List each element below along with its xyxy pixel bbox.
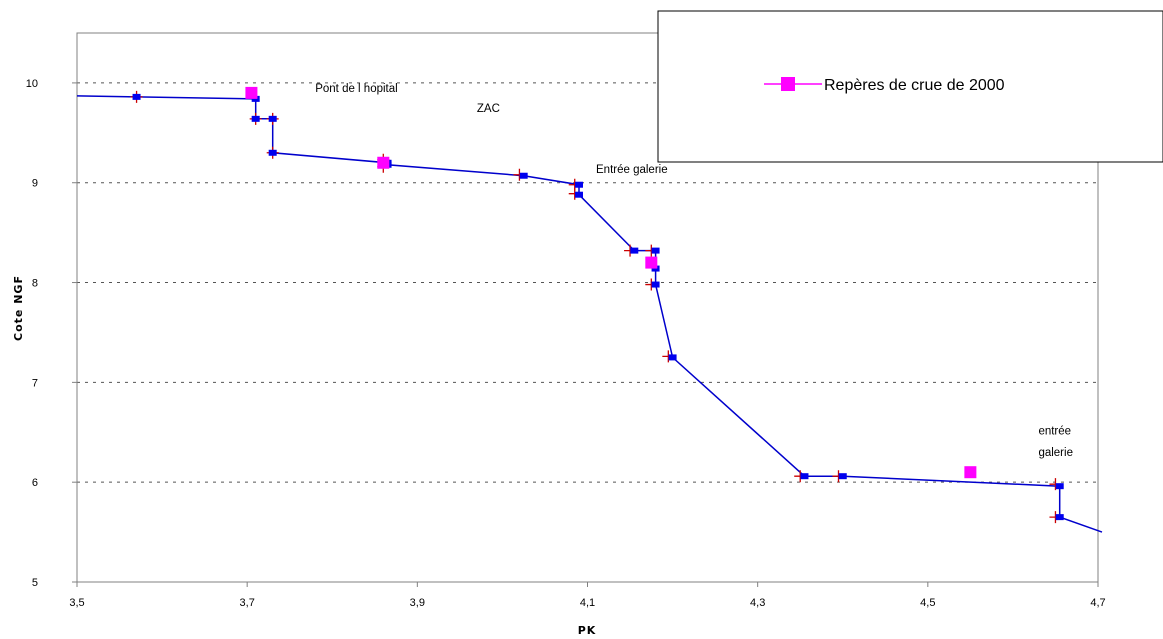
annotation-label: Entrée galerie bbox=[596, 164, 668, 176]
y-tick-label: 10 bbox=[26, 78, 38, 90]
y-tick-label: 9 bbox=[32, 178, 38, 190]
annotations: Pont de l hopital ZAC Entrée galerie entrée… bbox=[315, 83, 1073, 459]
profile-point-marker bbox=[251, 115, 260, 122]
y-tick-label: 8 bbox=[32, 278, 38, 290]
plot-area-frame bbox=[76, 32, 1099, 583]
annotation-label: entrée bbox=[1038, 425, 1071, 437]
profile-point-marker bbox=[668, 354, 677, 361]
profile-point-marker bbox=[651, 247, 660, 254]
profile-point-marker bbox=[838, 473, 847, 480]
repere-crue-marker bbox=[964, 466, 977, 479]
profile-point-marker bbox=[800, 473, 809, 480]
profile-series bbox=[76, 90, 1103, 533]
repere-crue-marker bbox=[377, 156, 390, 169]
legend-label-reperes: Repères de crue de 2000 bbox=[824, 77, 1005, 94]
profile-point-marker bbox=[1055, 483, 1064, 490]
x-tick-label: 4,5 bbox=[920, 597, 935, 609]
profile-point-marker bbox=[574, 191, 583, 198]
annotation-label: ZAC bbox=[477, 103, 500, 115]
annotation-label: Pont de l hopital bbox=[315, 83, 397, 95]
legend-box bbox=[657, 10, 1163, 163]
repere-crue-marker bbox=[645, 256, 658, 269]
y-axis-title: Cote NGF bbox=[12, 275, 25, 341]
profile-point-marker bbox=[268, 149, 277, 156]
repere-crue-marker bbox=[245, 86, 258, 99]
profile-point-marker bbox=[1055, 514, 1064, 521]
x-axis-title: PK bbox=[578, 624, 597, 637]
profile-point-marker bbox=[132, 93, 141, 100]
x-tick-label: 4,3 bbox=[750, 597, 765, 609]
annotation-label: galerie bbox=[1038, 447, 1073, 459]
reperes-series bbox=[245, 86, 977, 479]
y-tick-labels: 5 6 7 8 9 10 bbox=[26, 78, 38, 589]
y-tick-label: 7 bbox=[32, 377, 38, 389]
profile-point-marker bbox=[519, 172, 528, 179]
x-tick-label: 3,5 bbox=[69, 597, 84, 609]
legend: Repères de crue de 2000 bbox=[657, 10, 1163, 163]
y-tick-label: 6 bbox=[32, 477, 38, 489]
profile-point-marker bbox=[630, 247, 639, 254]
x-tick-label: 4,1 bbox=[580, 597, 595, 609]
x-tick-label: 3,9 bbox=[410, 597, 425, 609]
x-tick-labels: 3,5 3,7 3,9 4,1 4,3 4,5 4,7 bbox=[69, 597, 1105, 609]
profile-point-marker bbox=[651, 281, 660, 288]
x-tick-label: 4,7 bbox=[1090, 597, 1105, 609]
x-tick-label: 3,7 bbox=[240, 597, 255, 609]
profile-point-marker bbox=[574, 181, 583, 188]
profile-point-marker bbox=[268, 115, 277, 122]
legend-marker-swatch bbox=[781, 77, 795, 91]
y-tick-label: 5 bbox=[32, 577, 38, 589]
